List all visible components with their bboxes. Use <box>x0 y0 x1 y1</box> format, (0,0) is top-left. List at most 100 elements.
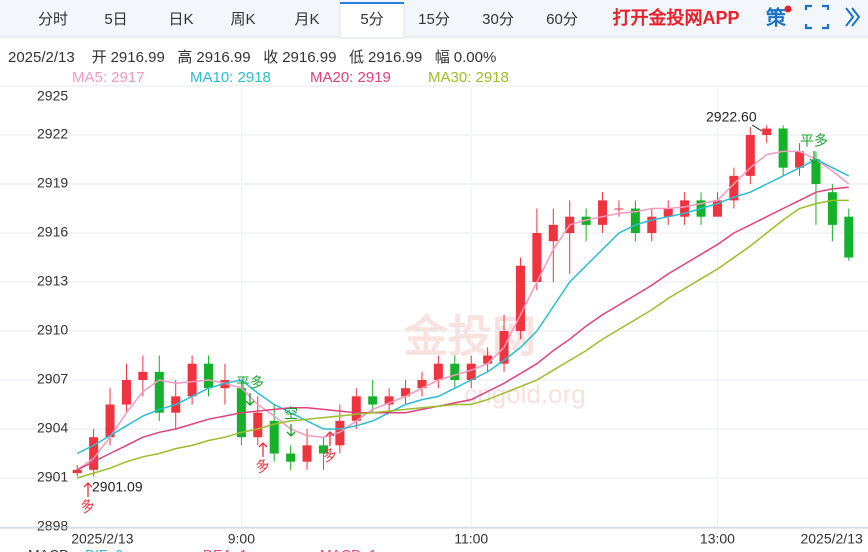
high-label: 2922.60 <box>706 109 757 125</box>
x-tick-label: 2025/2/13 <box>800 531 862 547</box>
candle-body <box>269 420 279 454</box>
macd-label: MACD: 1 <box>320 547 377 552</box>
signal-label: 空 <box>284 406 298 422</box>
x-tick-label: 11:00 <box>454 531 488 547</box>
tab[interactable]: 60分 <box>546 11 578 28</box>
info-label: 高 <box>177 49 192 66</box>
y-tick-label: 2901 <box>37 469 68 485</box>
y-tick-label: 2904 <box>37 420 68 436</box>
tab[interactable]: 5日 <box>104 11 127 28</box>
fullscreen-icon[interactable] <box>804 4 830 30</box>
ma-line <box>76 150 850 471</box>
ma-line <box>76 186 849 471</box>
signal-label: 多 <box>253 456 272 476</box>
candle-body <box>450 363 460 381</box>
info-value: 2916.99 <box>368 49 422 66</box>
info-label: 低 <box>349 49 364 66</box>
candle-body <box>138 371 148 381</box>
candle-body <box>433 363 443 381</box>
more-icon[interactable] <box>845 7 861 27</box>
signal-arrow <box>809 151 819 164</box>
legend-entry: MA20: 2919 <box>310 69 391 86</box>
legend-entry: MA5: 2917 <box>72 69 145 86</box>
candle-body <box>466 363 476 381</box>
candle-body <box>844 216 854 258</box>
y-tick-label: 2919 <box>37 175 68 191</box>
candle-body <box>105 404 115 438</box>
low-label: 2901.09 <box>92 479 143 495</box>
info-line: 2025/2/13 开 2916.99 高 2916.99 收 2916.99 低 2916.9… <box>8 49 496 66</box>
tab[interactable]: 月K <box>294 11 319 28</box>
candle-body <box>745 135 755 176</box>
candle-body <box>253 412 263 438</box>
legend-entry: MA10: 2918 <box>190 69 271 86</box>
signal-label: 平多 <box>236 375 264 391</box>
signal-label: 多 <box>320 445 339 465</box>
y-tick-label: 2922 <box>37 126 68 142</box>
candle-body <box>729 175 739 201</box>
info-label: 收 <box>263 49 278 66</box>
y-tick-label: 2916 <box>37 224 68 240</box>
candle-body <box>762 128 772 136</box>
tab[interactable]: 日K <box>168 11 193 28</box>
tab[interactable]: 30分 <box>482 11 514 28</box>
strategy-button[interactable]: 策 <box>766 5 787 29</box>
candle-body <box>712 200 722 217</box>
tab[interactable]: 周K <box>230 11 255 28</box>
tab[interactable]: 分时 <box>38 11 68 28</box>
signal-arrow <box>83 482 93 497</box>
candle-body <box>532 233 542 283</box>
candle-body <box>286 453 296 462</box>
info-value: 0.00% <box>454 49 497 66</box>
y-tick-label: 2907 <box>37 371 68 387</box>
candle-body <box>647 216 657 234</box>
info-date: 2025/2/13 <box>8 49 75 66</box>
legend-entry: MA30: 2918 <box>428 69 509 86</box>
y-tick-label: 2898 <box>37 518 68 534</box>
candle-body <box>581 216 591 225</box>
candle-body <box>548 224 558 242</box>
candle-body <box>220 380 230 389</box>
info-label: 幅 <box>435 49 450 66</box>
candle-body <box>154 371 164 413</box>
app-link[interactable]: 打开金投网APP <box>612 7 739 28</box>
candle-body <box>598 200 608 225</box>
ma-line <box>76 199 849 479</box>
candle-body <box>630 208 640 234</box>
candle-body <box>204 363 214 389</box>
candle-body <box>417 380 427 389</box>
candle-body <box>515 265 525 332</box>
tab[interactable]: 15分 <box>418 11 450 28</box>
candle-body <box>827 192 837 225</box>
watermark: cngold.org <box>464 379 585 409</box>
candle-body <box>401 388 411 397</box>
info-label: 开 <box>92 49 107 66</box>
candle-body <box>778 128 788 168</box>
high-pointer <box>751 124 763 132</box>
candle-body <box>680 200 690 217</box>
x-tick-label: 13:00 <box>700 531 735 547</box>
macd-label: DIF: 0 <box>85 547 123 552</box>
candle-body <box>72 469 82 474</box>
info-value: 2916.99 <box>196 49 250 66</box>
macd-label: DEA: 1 <box>203 547 248 552</box>
tab[interactable]: 5分 <box>360 11 383 28</box>
signal-arrow <box>325 431 335 446</box>
candle-body <box>187 363 197 397</box>
y-tick-label: 2910 <box>37 322 68 338</box>
ma-line <box>76 158 850 455</box>
x-tick-label: 2025/2/13 <box>71 531 133 547</box>
candle-body <box>795 151 805 168</box>
candle-body <box>89 437 99 470</box>
candle-body <box>351 396 361 421</box>
signal-arrow <box>245 393 255 406</box>
candle-body <box>302 445 312 462</box>
candle-body <box>318 445 328 454</box>
signal-label: 平多 <box>800 133 828 149</box>
signal-label: 多 <box>78 496 97 516</box>
y-tick-label: 2913 <box>37 273 68 289</box>
candle-body <box>384 396 394 405</box>
signal-arrow <box>258 442 268 457</box>
